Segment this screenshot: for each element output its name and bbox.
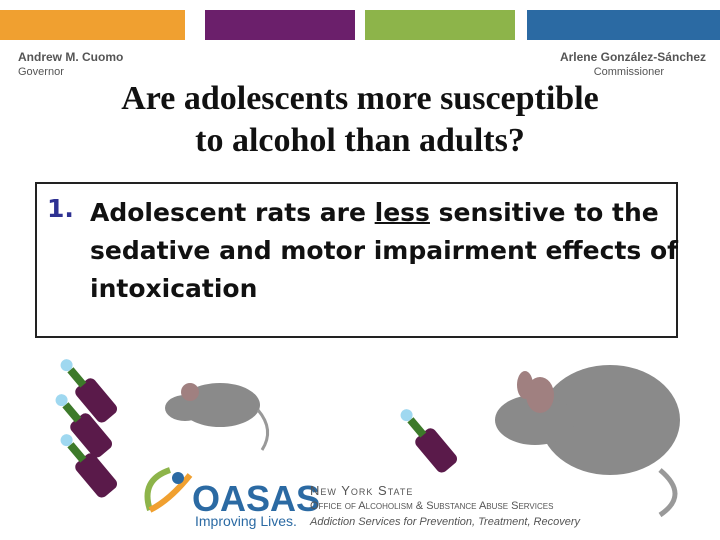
footer-agency: Office of Alcoholism & Substance Abuse S… bbox=[310, 500, 554, 512]
header-role: Commissioner bbox=[593, 66, 664, 78]
footer-mission: Addiction Services for Prevention, Treat… bbox=[310, 516, 581, 528]
oasas-logo-mark bbox=[144, 467, 193, 513]
footer-logo: OASAS bbox=[192, 478, 321, 519]
header-bar bbox=[205, 10, 355, 40]
text: sensitive to the sedative and motor impa… bbox=[90, 198, 679, 303]
small-rat bbox=[165, 383, 270, 451]
header-role: Governor bbox=[18, 66, 64, 78]
item-number: 1. bbox=[47, 194, 74, 223]
footer-tagline: Improving Lives. bbox=[195, 513, 297, 529]
title: Are adolescents more susceptible to alco… bbox=[0, 78, 720, 162]
text: Adolescent rats are bbox=[90, 198, 375, 227]
large-rat bbox=[495, 365, 680, 518]
header-name: Andrew M. Cuomo bbox=[18, 50, 124, 64]
title-line: Are adolescents more susceptible bbox=[121, 80, 599, 117]
header-name: Arlene González-Sánchez bbox=[559, 50, 706, 64]
emphasis: less bbox=[374, 198, 430, 227]
text-box: 1. Adolescent rats are less sensitive to… bbox=[35, 182, 678, 338]
header-bar bbox=[527, 10, 720, 40]
item-text: Adolescent rats are less sensitive to th… bbox=[90, 194, 680, 308]
footer-state: New York State bbox=[310, 483, 414, 498]
header-bar bbox=[365, 10, 515, 40]
bottles bbox=[55, 359, 458, 498]
title-line: to alcohol than adults? bbox=[195, 122, 525, 159]
header-bar bbox=[0, 10, 185, 40]
